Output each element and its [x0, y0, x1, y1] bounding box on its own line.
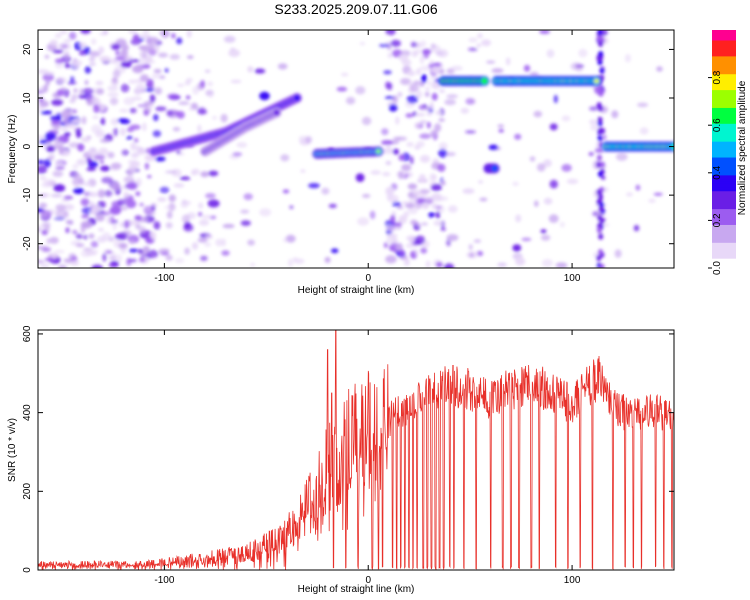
spectrogram-heatmap — [38, 30, 674, 268]
y-tick-label: -20 — [22, 236, 33, 251]
snr-series — [38, 330, 674, 570]
x-tick-label: -100 — [154, 273, 174, 284]
x-tick-label: -100 — [154, 575, 174, 586]
feature-lower-rising-streak — [200, 107, 282, 157]
snr-ticks: -100 0 100 0 200 400 600 — [22, 325, 674, 586]
snr-frame — [37, 329, 675, 571]
colorbar-tick-label: 0.8 — [712, 70, 723, 84]
snr-ylabel: SNR (10 * v/v) — [7, 418, 18, 482]
x-tick-label: 0 — [365, 273, 371, 284]
colorbar-tick-label: 0.0 — [712, 261, 723, 275]
colorbar: 0.0 0.2 0.4 0.6 0.8 Normalized spectral ampl… — [708, 30, 748, 275]
y-tick-label: 600 — [22, 325, 33, 342]
spectrogram-ylabel: Frequency (Hz) — [7, 115, 18, 184]
snr-xlabel: Height of straight line (km) — [298, 584, 415, 595]
colorbar-gradient — [712, 30, 736, 269]
colorbar-tick-label: 0.4 — [712, 165, 723, 179]
signal-features — [149, 76, 674, 174]
x-tick-label: 0 — [365, 575, 371, 586]
spectrogram-frame — [37, 29, 675, 269]
feature-right-tone — [601, 141, 674, 152]
colorbar-tick-label: 0.2 — [712, 213, 723, 227]
figure-title: S233.2025.209.07.11.G06 — [274, 1, 437, 17]
colorbar-tick-label: 0.6 — [712, 118, 723, 132]
feature-upper-tone-B — [491, 76, 602, 86]
y-tick-label: 400 — [22, 404, 33, 421]
colorbar-ticks: 0.0 0.2 0.4 0.6 0.8 — [708, 70, 723, 275]
snr-line — [38, 330, 674, 570]
x-tick-label: 100 — [564, 273, 581, 284]
y-tick-label: 0 — [22, 143, 33, 149]
snr-panel: -100 0 100 0 200 400 600 Height of straight li… — [7, 325, 675, 595]
x-tick-label: 100 — [564, 575, 581, 586]
y-tick-label: 200 — [22, 483, 33, 500]
y-tick-label: -10 — [22, 187, 33, 202]
y-tick-label: 0 — [22, 567, 33, 573]
noise-blobs — [38, 30, 663, 268]
feature-central-tone — [312, 146, 384, 159]
y-tick-label: 20 — [22, 43, 33, 55]
spectrogram-xlabel: Height of straight line (km) — [298, 285, 415, 296]
colorbar-label: Normalized spectral amplitude — [737, 80, 748, 215]
feature-isolated-spot — [483, 163, 500, 174]
feature-upper-tone-A — [438, 76, 490, 86]
y-tick-label: 10 — [22, 92, 33, 104]
